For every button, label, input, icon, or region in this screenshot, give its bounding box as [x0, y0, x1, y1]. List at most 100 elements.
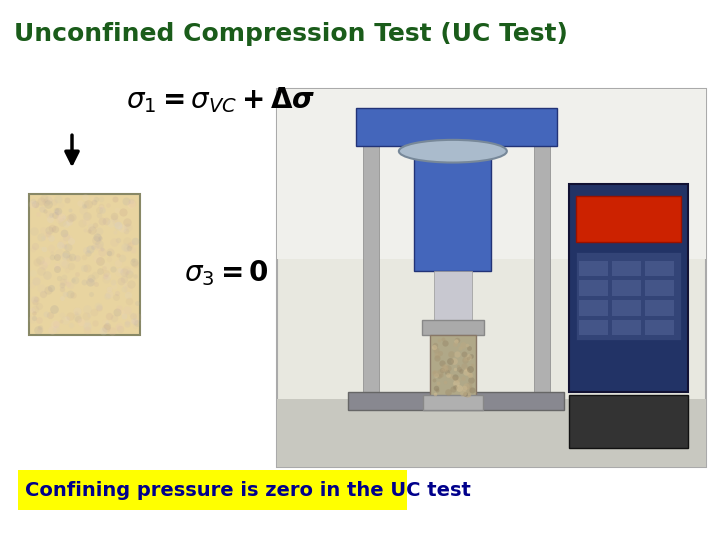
Point	[94, 233, 106, 242]
Point	[112, 322, 123, 331]
Point	[104, 248, 116, 257]
Point	[451, 378, 462, 387]
Bar	[423, 395, 483, 410]
Point	[89, 307, 100, 316]
Point	[28, 226, 40, 235]
Point	[451, 336, 462, 345]
Point	[66, 213, 78, 221]
Point	[442, 371, 454, 380]
Point	[454, 344, 466, 353]
Point	[29, 309, 40, 318]
Point	[44, 194, 55, 202]
Point	[64, 206, 76, 214]
Point	[93, 302, 104, 311]
Point	[464, 369, 475, 378]
Point	[114, 277, 126, 286]
Point	[466, 360, 477, 369]
Point	[94, 304, 105, 313]
Point	[439, 339, 451, 348]
Point	[96, 247, 107, 256]
Point	[449, 382, 461, 391]
Point	[439, 363, 451, 372]
Point	[131, 313, 143, 321]
Point	[95, 202, 107, 211]
Point	[80, 211, 91, 220]
Point	[30, 298, 41, 306]
Point	[74, 199, 86, 207]
Point	[431, 386, 443, 394]
Point	[59, 260, 71, 268]
Point	[125, 266, 136, 275]
Point	[125, 279, 136, 288]
Point	[37, 290, 49, 299]
Point	[434, 368, 446, 376]
Point	[35, 284, 47, 292]
Point	[68, 291, 79, 300]
Point	[449, 373, 460, 382]
Point	[63, 218, 75, 226]
Point	[123, 297, 135, 306]
Point	[29, 314, 40, 322]
Point	[65, 312, 76, 321]
Point	[31, 277, 42, 286]
Point	[28, 294, 40, 303]
Point	[51, 252, 63, 261]
Point	[430, 383, 441, 392]
Point	[99, 318, 111, 327]
Point	[101, 269, 112, 278]
Point	[463, 384, 474, 393]
Point	[459, 350, 470, 359]
Text: Unconfined Compression Test (UC Test): Unconfined Compression Test (UC Test)	[14, 22, 568, 45]
Point	[112, 259, 124, 267]
Point	[63, 280, 74, 289]
Point	[94, 206, 105, 214]
Point	[43, 226, 55, 234]
Point	[53, 249, 64, 258]
Bar	[18, 470, 407, 510]
Point	[462, 354, 474, 363]
Point	[45, 211, 57, 219]
Point	[458, 374, 469, 382]
Point	[127, 312, 138, 321]
Point	[26, 306, 37, 314]
Point	[54, 241, 66, 249]
Point	[71, 307, 83, 315]
Point	[451, 375, 463, 384]
Point	[78, 205, 89, 214]
Bar	[645, 280, 674, 296]
Bar	[414, 146, 491, 271]
Point	[109, 228, 121, 237]
Point	[81, 212, 93, 220]
Point	[56, 285, 68, 293]
Point	[40, 309, 52, 318]
Point	[41, 271, 53, 279]
Point	[48, 305, 60, 313]
Point	[67, 253, 78, 262]
Point	[113, 322, 125, 330]
Point	[82, 199, 94, 208]
Point	[80, 322, 91, 330]
Point	[58, 242, 70, 251]
Point	[64, 232, 76, 241]
Point	[32, 210, 43, 218]
Point	[30, 294, 42, 303]
Point	[132, 299, 143, 308]
Bar	[433, 271, 472, 323]
Point	[122, 318, 133, 326]
Point	[440, 377, 451, 386]
Point	[126, 239, 138, 247]
Point	[90, 235, 102, 244]
Point	[444, 357, 456, 366]
Point	[86, 276, 98, 285]
Point	[129, 321, 140, 330]
Bar	[363, 108, 379, 410]
Point	[26, 315, 37, 323]
Bar	[576, 252, 681, 340]
Point	[91, 233, 103, 241]
Point	[105, 218, 117, 227]
Point	[35, 324, 46, 333]
Point	[51, 207, 63, 216]
Point	[60, 289, 71, 298]
Point	[122, 244, 133, 253]
Point	[440, 365, 451, 374]
